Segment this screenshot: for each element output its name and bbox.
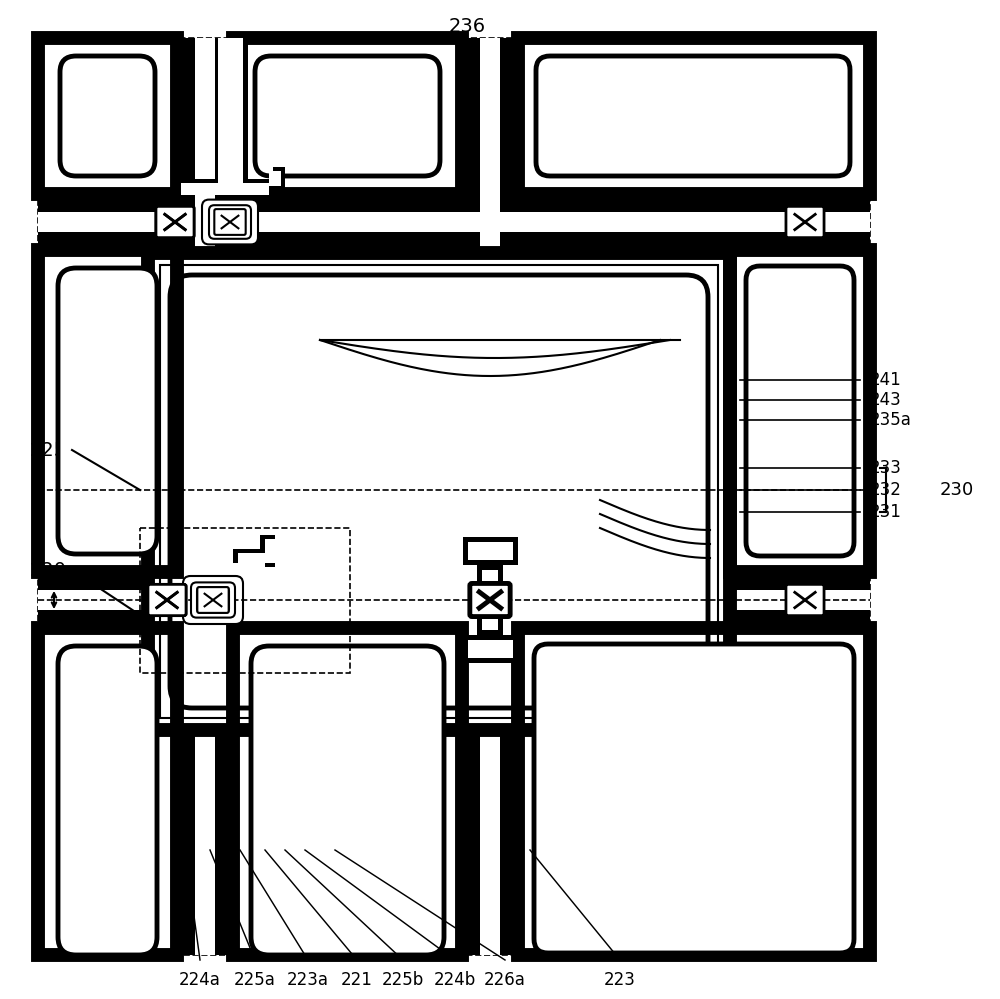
Text: 230: 230 [940, 481, 974, 499]
Text: 223: 223 [604, 971, 636, 989]
Bar [233, 38, 462, 194]
FancyBboxPatch shape [786, 207, 824, 238]
Bar [480, 38, 500, 955]
Bar [38, 250, 177, 572]
Text: 225b: 225b [382, 971, 424, 989]
Bar [238, 628, 457, 955]
Text: I': I' [480, 599, 490, 617]
Bar [38, 38, 177, 194]
FancyBboxPatch shape [197, 587, 229, 612]
FancyBboxPatch shape [534, 644, 854, 953]
Text: 220: 220 [30, 560, 67, 579]
Text: II: II [143, 489, 153, 507]
Bar [730, 250, 870, 572]
Bar [468, 640, 513, 658]
Bar [518, 38, 870, 194]
Polygon shape [238, 539, 280, 567]
FancyBboxPatch shape [746, 266, 854, 556]
Bar [462, 38, 518, 955]
Bar [518, 628, 870, 955]
Bar [477, 565, 503, 635]
Bar [518, 628, 870, 955]
Text: I: I [52, 573, 56, 591]
Bar [735, 250, 865, 572]
FancyBboxPatch shape [255, 56, 440, 176]
Text: 236: 236 [448, 17, 486, 36]
Bar [38, 628, 177, 955]
Text: 221: 221 [341, 971, 373, 989]
FancyBboxPatch shape [251, 646, 444, 955]
Bar [38, 590, 870, 610]
Text: 232: 232 [870, 481, 902, 499]
Text: 223a: 223a [287, 971, 329, 989]
Bar [233, 628, 462, 955]
Bar [463, 635, 518, 663]
Text: 233: 233 [870, 459, 902, 477]
Bar [38, 212, 870, 232]
Text: II': II' [620, 489, 634, 507]
Text: 243: 243 [870, 391, 902, 409]
FancyBboxPatch shape [214, 209, 246, 235]
Bar [518, 38, 870, 194]
Bar [38, 194, 870, 250]
Bar [153, 258, 725, 725]
Bar [177, 38, 233, 955]
Bar [38, 38, 177, 194]
Text: 224b: 224b [434, 971, 476, 989]
FancyBboxPatch shape [156, 207, 194, 238]
Bar [43, 250, 172, 572]
Bar [160, 265, 718, 718]
FancyBboxPatch shape [209, 205, 251, 239]
Bar [482, 570, 498, 630]
FancyBboxPatch shape [170, 275, 708, 708]
FancyBboxPatch shape [215, 210, 245, 234]
Bar [463, 537, 518, 565]
Text: 225: 225 [30, 441, 67, 460]
Bar [218, 38, 243, 194]
Bar [523, 43, 865, 194]
Bar [238, 43, 457, 194]
Bar [468, 542, 513, 560]
Bar [38, 38, 870, 955]
Bar [43, 43, 172, 194]
Text: 226a: 226a [484, 971, 526, 989]
Bar [43, 628, 172, 955]
FancyBboxPatch shape [156, 207, 194, 238]
FancyBboxPatch shape [58, 646, 157, 955]
Text: 241: 241 [870, 371, 902, 389]
FancyBboxPatch shape [786, 584, 824, 615]
FancyBboxPatch shape [191, 582, 235, 617]
FancyBboxPatch shape [60, 56, 155, 176]
Bar [195, 38, 215, 955]
Bar [148, 253, 730, 730]
Bar [38, 572, 870, 628]
FancyBboxPatch shape [470, 583, 510, 616]
Text: 225a: 225a [234, 971, 276, 989]
Bar [730, 250, 870, 572]
FancyBboxPatch shape [197, 587, 229, 612]
Bar [38, 628, 177, 955]
Text: 231: 231 [870, 503, 902, 521]
Bar [213, 38, 248, 194]
Bar [233, 628, 462, 955]
Bar [148, 253, 730, 730]
Polygon shape [181, 171, 281, 195]
FancyBboxPatch shape [536, 56, 850, 176]
Bar [233, 38, 462, 194]
FancyBboxPatch shape [183, 576, 243, 624]
FancyBboxPatch shape [58, 268, 157, 554]
Bar [38, 250, 177, 572]
Polygon shape [233, 535, 275, 567]
Polygon shape [177, 167, 285, 191]
Text: 224a: 224a [179, 971, 221, 989]
FancyBboxPatch shape [202, 591, 224, 608]
Bar [140, 528, 350, 673]
FancyBboxPatch shape [220, 214, 240, 230]
Text: 235a: 235a [870, 411, 912, 429]
FancyBboxPatch shape [202, 200, 258, 245]
Bar [523, 628, 865, 955]
FancyBboxPatch shape [148, 584, 186, 615]
FancyBboxPatch shape [148, 584, 186, 615]
